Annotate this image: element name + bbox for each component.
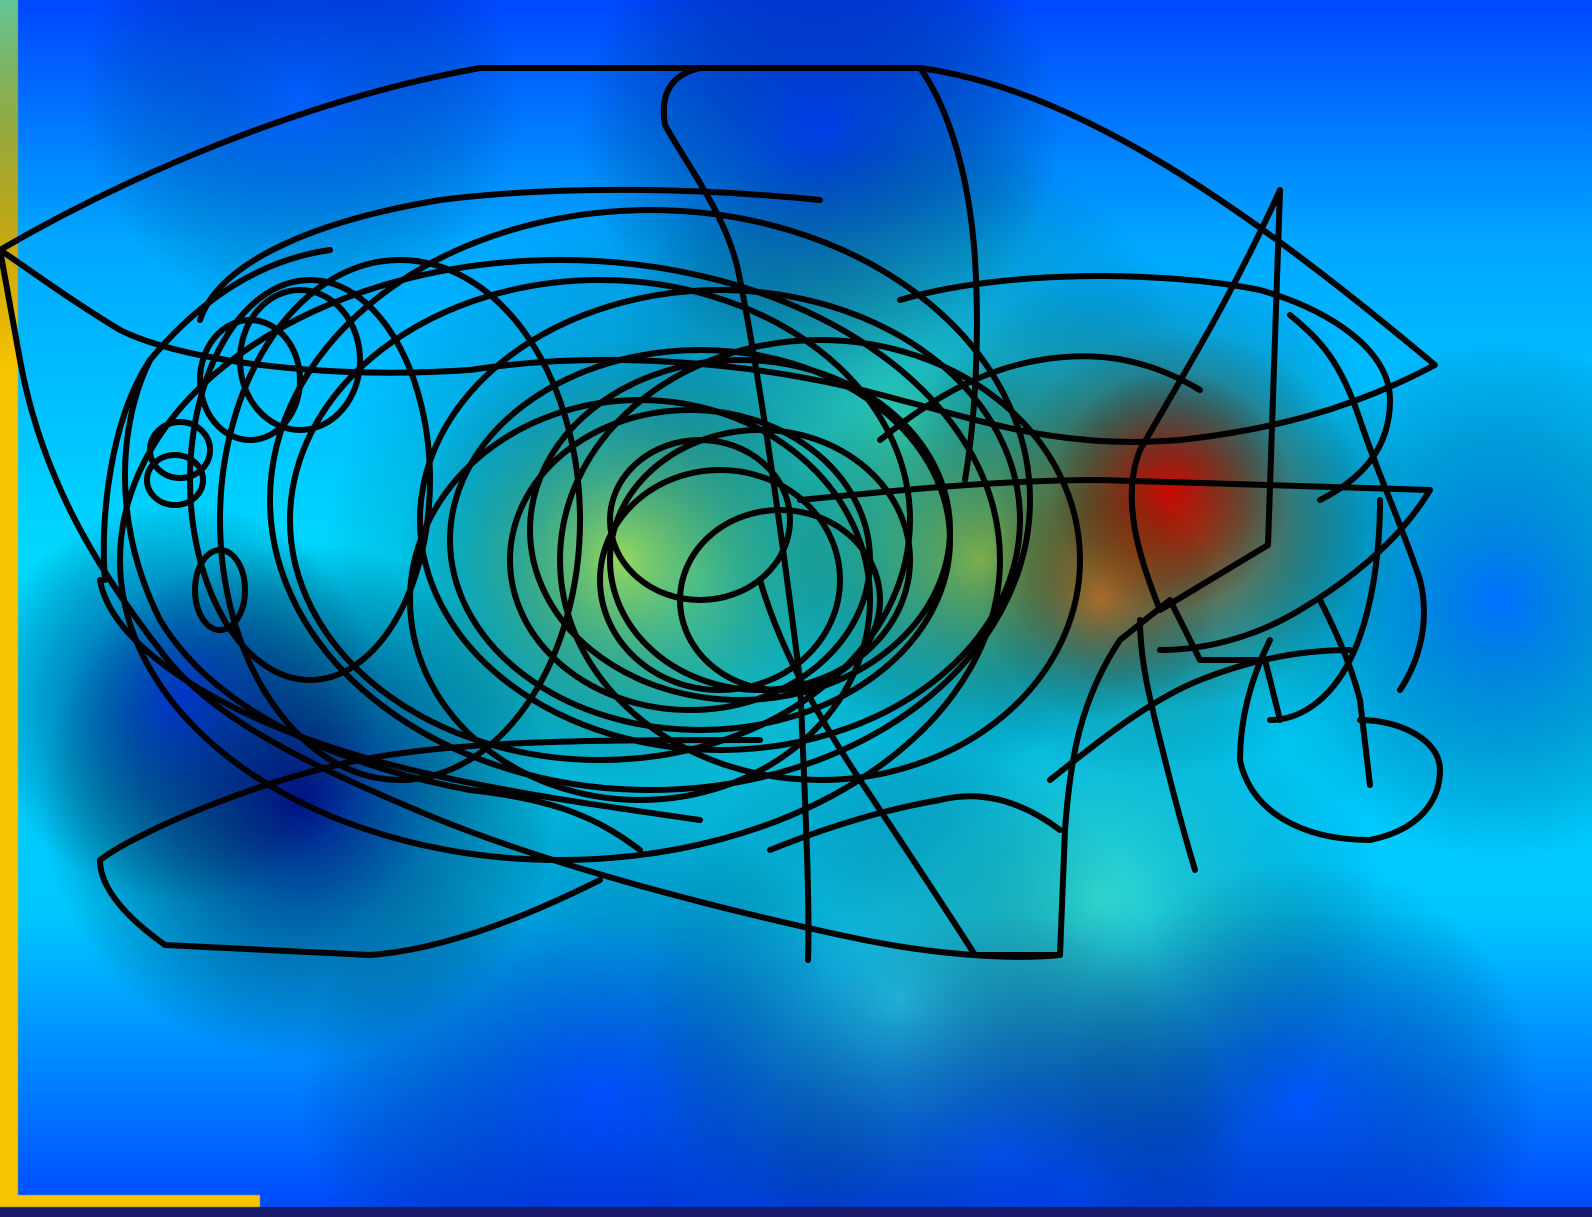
scribble-stroke bbox=[144, 452, 206, 508]
scribble-stroke bbox=[97, 857, 603, 958]
scribble-stroke bbox=[1287, 312, 1427, 693]
scribble-stroke bbox=[607, 437, 793, 603]
scribble-stroke bbox=[0, 65, 1438, 445]
scribble-stroke bbox=[660, 65, 812, 963]
scribble-stroke bbox=[1237, 637, 1443, 843]
scribble-stroke bbox=[797, 477, 1433, 503]
scribble-stroke bbox=[897, 273, 1393, 503]
scribble-strokes bbox=[0, 65, 1443, 963]
scribble-stroke bbox=[237, 287, 363, 433]
scribble-stroke bbox=[1128, 187, 1283, 613]
scribble-stroke bbox=[197, 186, 823, 323]
scribble-stroke bbox=[557, 337, 1083, 783]
scribble-stroke bbox=[187, 277, 433, 683]
scribble-stroke bbox=[217, 257, 583, 783]
scribble-stroke bbox=[877, 353, 1203, 443]
scribble-stroke bbox=[267, 207, 1033, 793]
scribble-stroke bbox=[97, 577, 703, 823]
scribble-stroke bbox=[1047, 647, 1353, 783]
scribble-stroke bbox=[597, 467, 843, 693]
scribble-stroke bbox=[1157, 487, 1433, 653]
scribble-stroke bbox=[1137, 617, 1198, 873]
scribble-stroke bbox=[287, 277, 913, 763]
scribble-stroke bbox=[757, 577, 1063, 958]
scribble-stroke bbox=[527, 357, 953, 703]
scribble-stroke bbox=[677, 507, 883, 693]
scribble-stroke bbox=[147, 419, 213, 481]
scribble-stroke bbox=[917, 65, 980, 483]
scribble-stroke bbox=[100, 247, 333, 583]
scribble-stroke bbox=[117, 257, 1003, 863]
scribble-stroke bbox=[417, 287, 1023, 753]
scribble-stroke bbox=[767, 793, 1063, 853]
